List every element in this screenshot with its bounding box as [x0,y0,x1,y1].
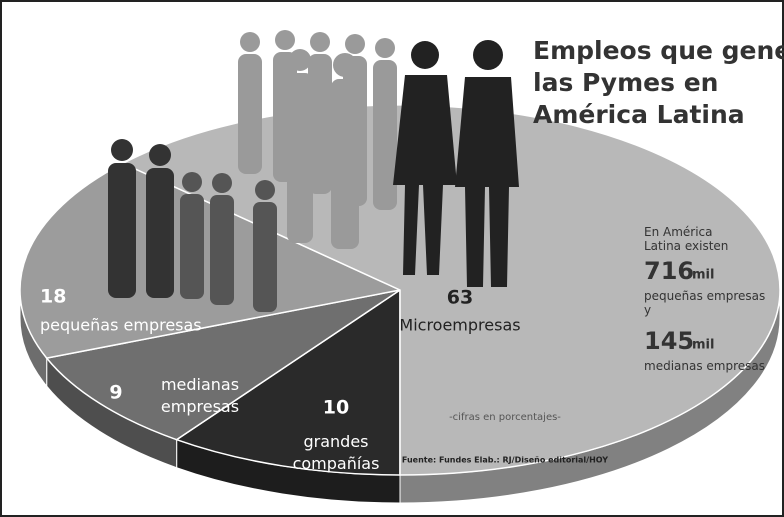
annotation-text: medianas empresas [644,359,765,373]
category-label: pequeñas empresas [40,316,202,335]
annotation-number: 716 [644,257,694,285]
value-label: 10 [323,397,349,419]
category-label: Microempresas [399,316,520,335]
annotation-unit: mil [692,338,714,353]
note: -cifras en porcentajes- [449,412,561,423]
chart: 63Microempresas10grandescompañías9median… [0,0,784,517]
chart-title: las Pymes en [533,68,718,97]
annotation-number: 145 [644,327,694,355]
annotation-unit: mil [692,268,714,283]
value-label: 9 [109,382,122,404]
source: Fuente: Fundes Elab.: RJ/Diseño editoria… [402,456,608,465]
value-label: 18 [40,286,66,308]
chart-title: Empleos que generan [533,36,784,65]
value-label: 63 [447,287,473,309]
chart-title: América Latina [533,100,745,129]
